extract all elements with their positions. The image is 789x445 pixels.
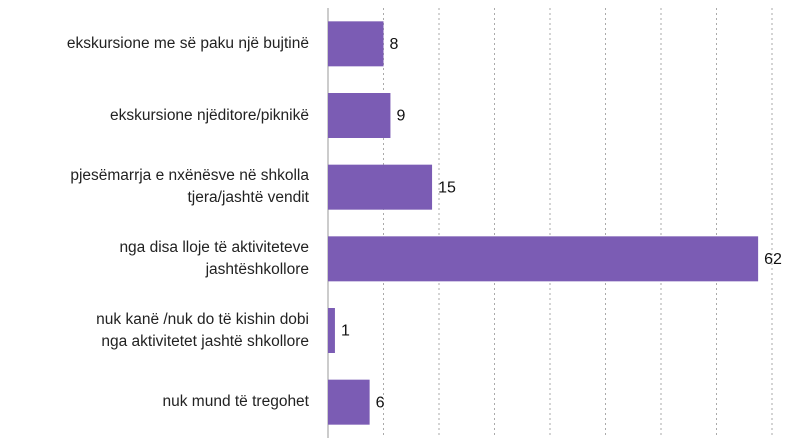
value-label: 15 — [438, 179, 456, 196]
bar — [328, 164, 433, 210]
category-label: ekskursione njëditore/piknikë — [109, 106, 309, 124]
category-label: pjesëmarrja e nxënësve në shkolla tjera/… — [70, 167, 309, 207]
category-label: ekskursione me së paku një bujtinë — [66, 34, 309, 52]
value-label: 9 — [396, 108, 405, 125]
category-label: nuk mund të tregohet — [162, 393, 310, 411]
bar — [328, 379, 370, 425]
value-label: 8 — [390, 36, 399, 53]
bar — [328, 308, 335, 353]
bar — [328, 93, 391, 138]
bar — [328, 236, 759, 282]
category-label: nga disa lloje të aktiviteteve jashtëshk… — [119, 238, 309, 278]
value-label: 6 — [376, 394, 385, 411]
value-label: 62 — [764, 251, 782, 268]
value-label: 1 — [341, 323, 350, 340]
bar — [328, 21, 384, 67]
category-label: nuk kanë /nuk do të kishin dobi nga akti… — [96, 310, 309, 350]
